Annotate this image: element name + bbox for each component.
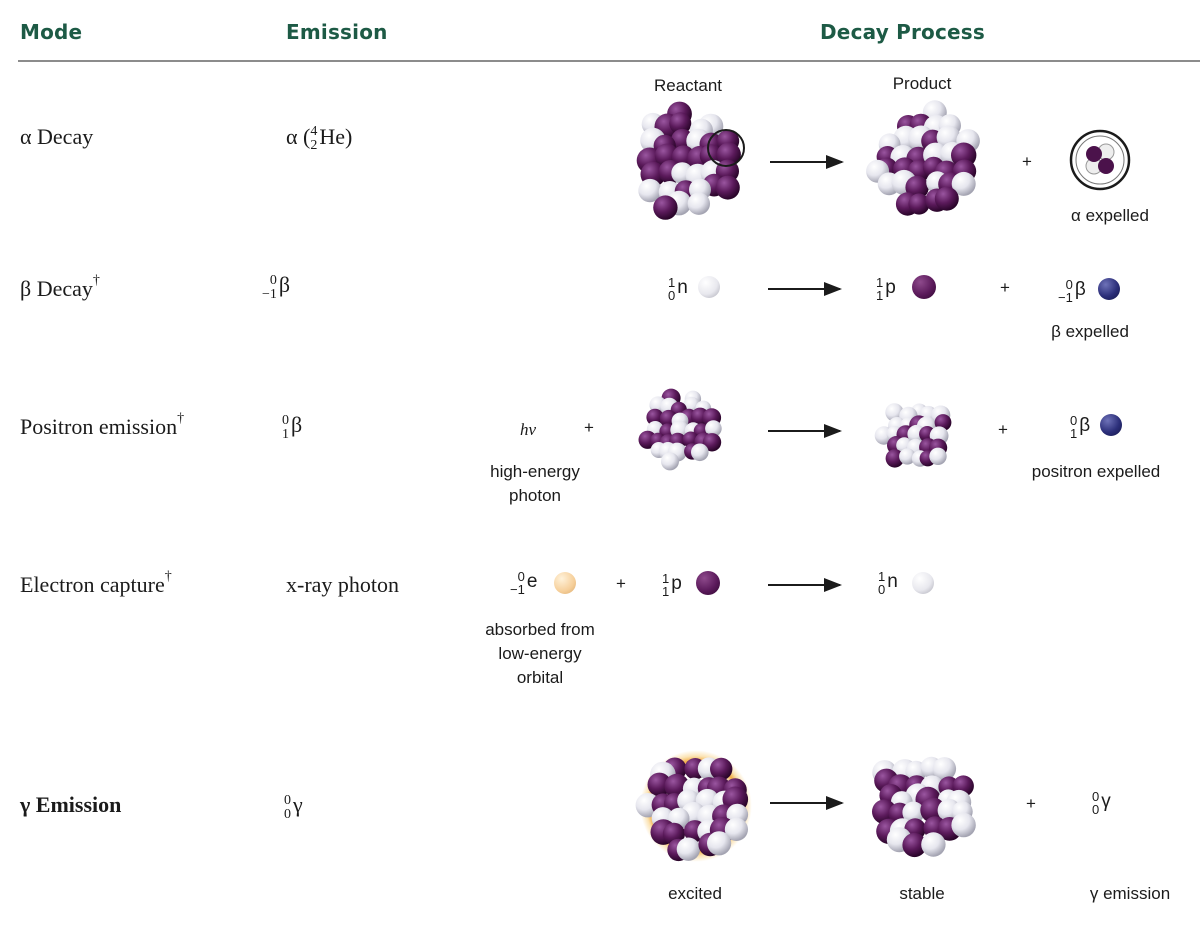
caption-excited: excited [668,884,722,903]
proton-icon [912,275,936,299]
proton-sphere [702,433,722,452]
label-product: Product [892,74,952,93]
caption-photon-line2: photon [509,486,561,505]
header-rule [18,60,1200,62]
proton-sphere [646,408,664,426]
neutron-sphere [687,192,710,215]
neutron-icon [698,276,720,298]
plus-capture: + [616,574,626,593]
mode-alpha-decay: α Decay [20,124,94,149]
proton-sphere [710,757,733,781]
emission-alpha: α (4 2 He) [286,123,353,153]
plus-positron-2: + [998,420,1008,439]
proton-sphere [902,832,927,858]
proton-sphere [669,112,692,135]
neutron-sphere [902,801,925,824]
neutron-sphere [691,443,709,462]
caption-gamma-emission: γ emission [1089,884,1171,903]
photon-symbol: hν [520,420,537,439]
neutron-sphere [638,178,662,203]
neutron-sphere [705,420,722,437]
mode-beta-decay: β Decay† [20,273,100,301]
caption-photon-line1: high-energy [490,462,580,481]
alpha-particle-icon [1069,129,1131,191]
neutron-sphere [951,171,976,196]
proton-sphere [908,193,930,215]
emission-beta: 0 −1 β [262,272,291,303]
emission-xray-photon: x-ray photon [286,572,400,597]
neutron-sphere [921,832,946,857]
plus-positron-1: + [584,418,594,437]
positron-icon [1100,414,1122,436]
label-reactant: Reactant [653,76,723,95]
caption-capture-line1: absorbed from [485,620,595,639]
alpha-particle-icon [707,129,745,167]
capture-electron: 0 −1 e [510,569,538,597]
caption-beta-expelled: β expelled [1051,322,1129,341]
neutron-icon [912,572,934,594]
mode-gamma-emission: γ Emission [20,792,122,817]
header-emission: Emission [286,20,388,44]
plus-beta: + [1000,278,1010,297]
neutron-sphere [899,448,916,465]
caption-capture-line2: low-energy [498,644,582,663]
nucleus-icon [635,757,749,862]
proton-sphere [885,449,904,468]
arrow-positron [768,424,842,438]
plus-gamma: + [1026,794,1036,813]
plus-alpha: + [1022,152,1032,171]
header-decay-process: Decay Process [820,20,985,44]
arrow-capture [768,578,842,592]
neutron-sphere [676,837,701,861]
proton-sphere [934,186,959,211]
neutron-sphere [724,817,748,841]
nucleus-icon [638,388,722,471]
beta-expelled: 0 −1 β [1058,277,1086,305]
proton-sphere [653,195,678,220]
caption-alpha-expelled: α expelled [1071,206,1149,225]
mode-positron-emission: Positron emission† [20,411,185,439]
proton-icon [696,571,720,595]
arrow-beta [768,282,842,296]
header-mode: Mode [20,20,83,44]
neutron-sphere [932,757,957,781]
caption-capture-line3: orbital [516,668,564,687]
arrow-alpha [770,155,844,169]
proton-sphere [715,175,740,200]
mode-electron-capture: Electron capture† [20,569,172,597]
neutron-sphere [707,831,732,856]
beta-particle-icon [1098,278,1120,300]
neutron-sphere [951,812,976,838]
neutron-sphere [929,447,947,465]
caption-stable: stable [899,884,945,903]
nucleus-icon [874,403,952,468]
neutron-sphere [661,452,679,471]
arrow-gamma [770,796,844,810]
proton-sphere [920,797,946,823]
nucleus-icon [636,101,741,220]
nucleus-icon [872,756,976,858]
neutron-sphere [885,403,904,422]
nucleus-icon [866,100,980,216]
electron-icon [554,572,576,594]
caption-positron-expelled: positron expelled [1031,462,1161,481]
